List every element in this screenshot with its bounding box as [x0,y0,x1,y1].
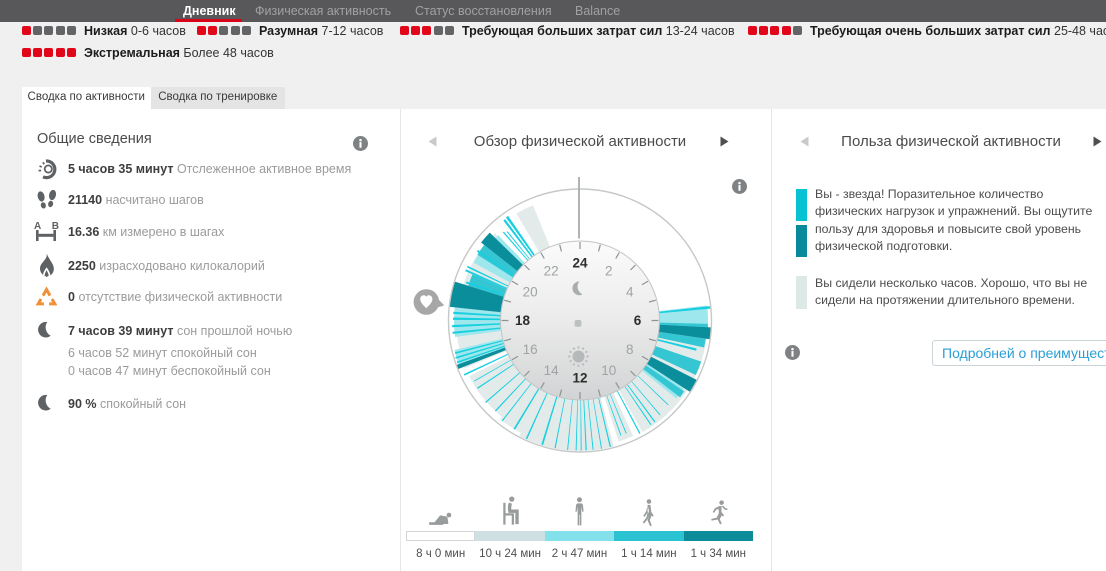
svg-text:24: 24 [572,256,588,271]
svg-text:20: 20 [523,285,538,300]
svg-text:12: 12 [572,371,587,386]
svg-text:2: 2 [605,263,613,278]
svg-text:4: 4 [626,285,634,300]
svg-text:18: 18 [515,313,531,328]
svg-text:6: 6 [634,313,642,328]
svg-text:10: 10 [601,363,616,378]
svg-text:14: 14 [544,363,560,378]
svg-text:22: 22 [544,263,559,278]
svg-text:8: 8 [626,342,634,357]
svg-text:16: 16 [523,342,538,357]
